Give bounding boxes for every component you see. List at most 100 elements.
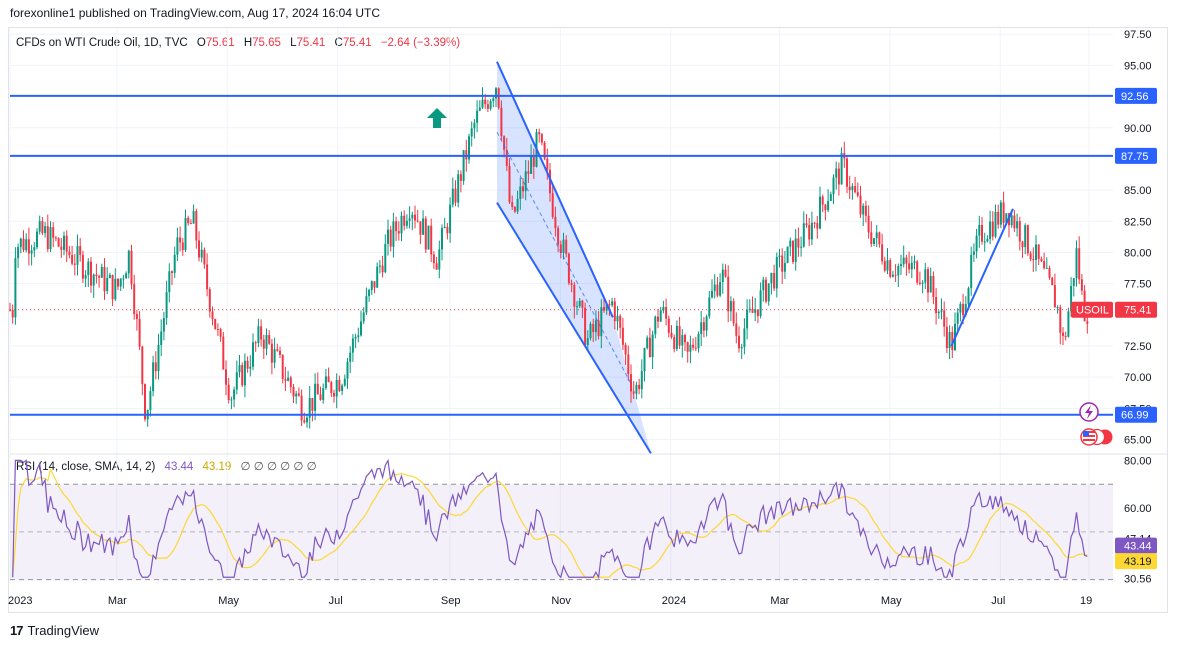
- candle-body: [883, 261, 886, 271]
- us-flag-icon: [1080, 428, 1113, 446]
- candle-body: [627, 354, 630, 375]
- last-price-label: 75.41: [1124, 305, 1152, 317]
- candle-body: [1037, 244, 1040, 259]
- candle-body: [597, 320, 600, 337]
- candle-body: [921, 282, 924, 284]
- candle-body: [543, 142, 546, 159]
- candle-body: [759, 290, 762, 317]
- candle-body: [322, 388, 325, 400]
- candle-body: [36, 231, 38, 248]
- candle-body: [765, 279, 767, 302]
- candle-body: [173, 254, 176, 273]
- candle-body: [524, 171, 527, 192]
- candle-body: [87, 261, 90, 276]
- candle-body: [621, 327, 624, 345]
- candle-body: [559, 244, 562, 254]
- candle-body: [1024, 225, 1027, 248]
- candle-body: [41, 221, 44, 234]
- candle-body: [592, 323, 595, 333]
- candle-body: [446, 226, 449, 234]
- candle-body: [951, 332, 954, 351]
- candle-body: [856, 192, 859, 196]
- candle-body: [603, 307, 605, 311]
- candle-body: [924, 269, 927, 283]
- candle-body: [678, 325, 681, 346]
- candle-body: [1080, 279, 1083, 291]
- candle-body: [462, 150, 465, 181]
- candle-body: [422, 218, 425, 235]
- time-tick-label: 2023: [8, 595, 32, 607]
- candle-body: [819, 196, 821, 229]
- time-tick-label: Mar: [108, 595, 127, 607]
- candle-body: [794, 238, 797, 262]
- candle-body: [443, 226, 446, 229]
- time-tick-label: Nov: [551, 595, 571, 607]
- candle-body: [289, 377, 292, 388]
- candle-body: [900, 264, 902, 267]
- candle-body: [905, 257, 908, 264]
- candle-body: [46, 226, 49, 250]
- legend-low-label: L: [290, 37, 297, 49]
- candle-body: [338, 379, 341, 392]
- candle-body: [276, 349, 279, 351]
- candle-body: [95, 274, 98, 277]
- chart-frame: [8, 27, 1168, 613]
- candle-body: [133, 284, 136, 315]
- candle-body: [848, 186, 851, 191]
- rising-trendline[interactable]: [950, 208, 1014, 347]
- candle-body: [373, 281, 376, 288]
- candle-body: [778, 255, 781, 258]
- candle-body: [441, 228, 443, 250]
- candle-body: [100, 266, 103, 278]
- level-price-badge: [1115, 87, 1157, 104]
- candle-body: [157, 345, 160, 372]
- time-tick-label: 2024: [662, 595, 686, 607]
- candle-body: [554, 216, 557, 229]
- candle-body: [397, 231, 400, 234]
- candle-body: [762, 279, 765, 291]
- channel-lower-line[interactable]: [496, 202, 652, 454]
- channel-upper-line[interactable]: [496, 61, 614, 318]
- price-tick-label: 80.00: [1124, 247, 1152, 259]
- candle-body: [894, 274, 897, 276]
- price-tick-label: 85.00: [1124, 185, 1152, 197]
- candle-body: [789, 240, 792, 247]
- candle-body: [927, 269, 929, 293]
- candle-body: [416, 220, 419, 222]
- candle-body: [1040, 258, 1043, 262]
- candle-body: [959, 303, 962, 313]
- candle-body: [33, 247, 36, 251]
- candle-body: [632, 391, 635, 394]
- candle-body: [341, 385, 344, 392]
- candle-body: [484, 99, 487, 105]
- candle-body: [616, 315, 619, 322]
- candle-body: [651, 334, 654, 358]
- candle-body: [343, 378, 346, 386]
- rsi-tick-label: 30.56: [1124, 573, 1152, 585]
- candle-body: [748, 308, 751, 310]
- price-tick-label: 82.50: [1124, 216, 1152, 228]
- candle-body: [260, 326, 263, 340]
- candle-body: [63, 235, 65, 250]
- candle-body: [829, 194, 832, 201]
- candle-body: [932, 276, 935, 297]
- candle-body: [873, 238, 875, 244]
- candle-body: [327, 376, 330, 383]
- candle-body: [767, 283, 770, 302]
- candle-body: [73, 263, 76, 265]
- candle-body: [584, 307, 587, 345]
- candle-body: [657, 316, 659, 322]
- candle-body: [195, 210, 198, 241]
- candle-body: [22, 238, 25, 251]
- candle-body: [19, 238, 22, 248]
- candle-body: [208, 289, 211, 312]
- candle-body: [827, 200, 830, 211]
- candle-body: [11, 309, 14, 318]
- candle-body: [500, 107, 503, 137]
- candle-body: [1051, 277, 1054, 286]
- candle-body: [238, 365, 241, 373]
- rsi-value-badge: [1115, 537, 1157, 554]
- candle-body: [562, 239, 565, 254]
- candle-body: [813, 222, 816, 224]
